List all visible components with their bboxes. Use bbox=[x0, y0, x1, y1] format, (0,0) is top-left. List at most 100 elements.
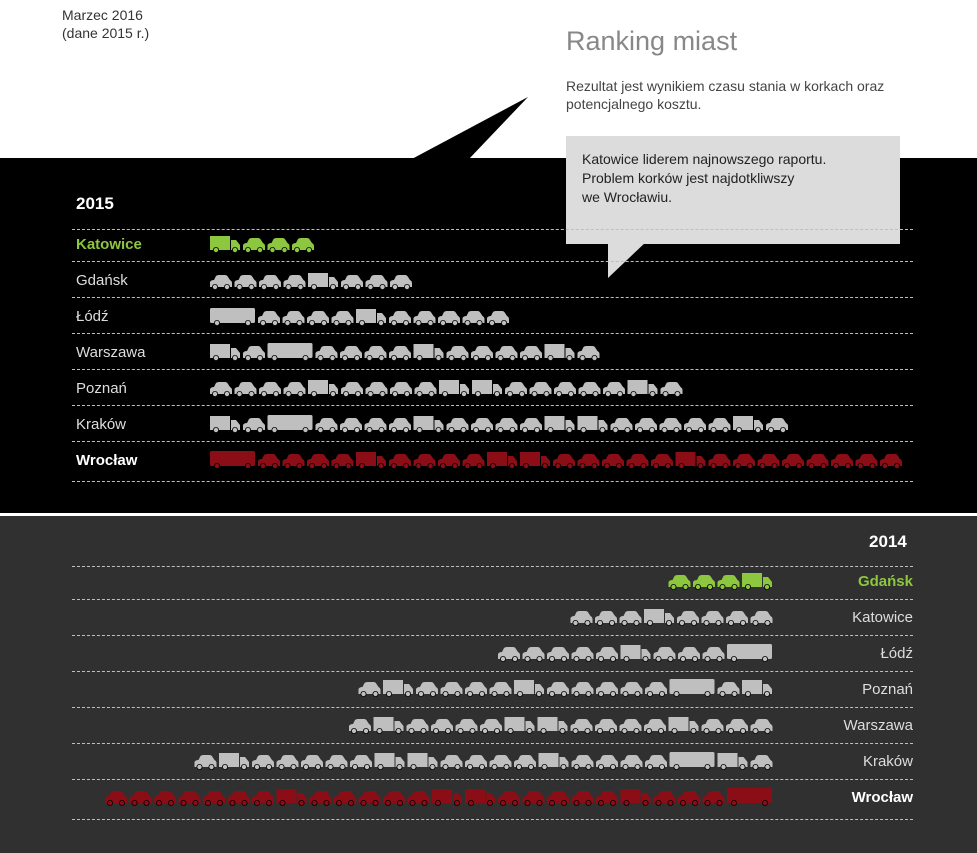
vehicle-icon-2014-5-17 bbox=[645, 755, 667, 771]
vehicle-icon-2014-2-5 bbox=[620, 645, 651, 663]
vehicle-icon-2015-2-0 bbox=[210, 308, 255, 326]
vehicle-icon-2015-6-21 bbox=[782, 454, 804, 469]
vehicle-icon-2015-4-9 bbox=[439, 380, 469, 397]
vehicle-icon-2014-1-6 bbox=[726, 611, 748, 627]
vehicle-icon-2014-1-7 bbox=[750, 611, 773, 627]
vehicle-icon-2015-4-6 bbox=[365, 382, 388, 397]
vehicle-icon-2015-5-11 bbox=[520, 418, 542, 433]
year-label-2015: 2015 bbox=[76, 194, 114, 213]
vehicle-icon-2015-6-13 bbox=[577, 454, 600, 469]
vehicle-icon-2014-2-8 bbox=[702, 647, 725, 663]
vehicle-icon-2015-5-4 bbox=[340, 418, 362, 433]
vehicle-icon-2014-6-12 bbox=[407, 791, 430, 807]
vehicle-icon-2015-2-9 bbox=[462, 311, 485, 326]
vehicle-icon-2014-3-13 bbox=[717, 682, 740, 698]
vehicle-icon-2014-3-10 bbox=[620, 682, 643, 698]
vehicle-icon-2014-6-23 bbox=[702, 791, 725, 807]
vehicle-icon-2015-6-17 bbox=[675, 452, 706, 469]
vehicle-icon-2014-4-10 bbox=[619, 719, 642, 735]
vehicle-icon-2015-5-13 bbox=[577, 416, 608, 433]
vehicle-icon-2015-5-5 bbox=[364, 418, 387, 433]
divider bbox=[72, 779, 913, 780]
divider bbox=[72, 333, 913, 334]
divider bbox=[72, 743, 913, 744]
city-label-2015-lodz: Łódź bbox=[76, 308, 109, 325]
vehicle-icon-2015-3-2 bbox=[267, 343, 313, 361]
vehicle-icon-2014-5-9 bbox=[440, 755, 463, 771]
vehicle-icon-2015-3-0 bbox=[210, 344, 240, 361]
vehicle-icon-2015-2-1 bbox=[258, 311, 280, 326]
vehicle-icon-2015-4-14 bbox=[578, 382, 601, 397]
vehicle-icon-2015-3-12 bbox=[544, 344, 575, 361]
vehicle-icon-2014-6-0 bbox=[105, 791, 127, 807]
chart-title: Ranking miast bbox=[566, 26, 738, 56]
vehicle-icon-2014-4-6 bbox=[504, 717, 535, 735]
vehicle-icon-2015-6-19 bbox=[733, 454, 755, 469]
vehicle-icon-2014-6-13 bbox=[432, 789, 462, 807]
vehicle-icon-2014-1-3 bbox=[644, 609, 674, 627]
vehicle-icon-2014-4-1 bbox=[373, 717, 404, 735]
vehicle-icon-2015-4-11 bbox=[505, 382, 527, 397]
vehicle-icon-2015-6-0 bbox=[210, 451, 255, 469]
vehicle-icon-2015-3-1 bbox=[243, 346, 265, 361]
vehicle-icon-2015-2-2 bbox=[282, 311, 305, 326]
vehicle-icon-2015-3-13 bbox=[577, 346, 600, 361]
vehicle-icon-2014-1-4 bbox=[677, 611, 699, 627]
vehicle-icon-2015-2-4 bbox=[331, 311, 354, 326]
vehicle-icon-2015-6-24 bbox=[855, 454, 878, 469]
vehicle-icon-2014-6-14 bbox=[465, 789, 495, 807]
vehicle-icon-2014-6-24 bbox=[727, 788, 772, 807]
vehicle-icon-2014-6-20 bbox=[620, 789, 651, 807]
vehicle-icon-2015-2-5 bbox=[356, 309, 386, 326]
vehicle-icon-2014-2-4 bbox=[596, 647, 618, 663]
vehicle-icon-2014-5-13 bbox=[538, 753, 569, 771]
vehicle-icon-2014-4-0 bbox=[349, 719, 371, 735]
vehicle-icon-2014-6-22 bbox=[678, 791, 700, 807]
vehicle-icon-2014-4-11 bbox=[644, 719, 666, 735]
vehicle-icon-2015-4-4 bbox=[308, 380, 338, 397]
vehicle-icon-2015-3-10 bbox=[495, 346, 518, 361]
vehicle-icon-2015-3-11 bbox=[520, 346, 542, 361]
vehicle-icon-2014-6-4 bbox=[203, 791, 225, 807]
vehicle-icon-2015-5-7 bbox=[413, 416, 444, 433]
vehicle-icon-2015-0-0 bbox=[210, 236, 240, 253]
vehicle-icon-2014-4-7 bbox=[537, 717, 568, 735]
vehicle-icon-2014-6-7 bbox=[276, 789, 307, 807]
vehicle-icon-2015-5-3 bbox=[315, 418, 338, 433]
divider bbox=[72, 635, 913, 636]
vehicle-icon-2014-5-10 bbox=[465, 755, 487, 771]
vehicle-icon-2015-1-2 bbox=[259, 275, 281, 290]
callout-box bbox=[566, 136, 900, 244]
vehicle-icon-2014-3-5 bbox=[489, 682, 512, 698]
vehicle-icon-2015-4-3 bbox=[283, 382, 306, 397]
report-date: Marzec 2016 bbox=[62, 7, 143, 23]
vehicle-icon-2014-3-4 bbox=[465, 682, 487, 698]
city-label-2014-wroclaw: Wrocław bbox=[851, 789, 913, 806]
callout-line-2: Problem korków jest najdotkliwszy bbox=[582, 170, 795, 186]
vehicle-icon-2015-1-0 bbox=[210, 275, 232, 290]
chart-subtitle: Rezultat jest wynikiem czasu stania w ko… bbox=[566, 78, 885, 112]
vehicle-icon-2015-6-23 bbox=[831, 454, 853, 469]
vehicle-icon-2015-6-10 bbox=[487, 452, 517, 469]
vehicle-icon-2014-4-8 bbox=[570, 719, 593, 735]
divider bbox=[72, 441, 913, 442]
vehicle-icon-2014-6-9 bbox=[334, 791, 356, 807]
vehicle-icon-2014-0-2 bbox=[717, 575, 740, 591]
vehicle-icon-2015-2-10 bbox=[487, 311, 509, 326]
vehicle-icon-2014-3-3 bbox=[440, 682, 463, 698]
vehicle-icon-2015-1-3 bbox=[283, 275, 306, 290]
vehicle-icon-2015-4-1 bbox=[234, 382, 257, 397]
report-meta: Marzec 2016 (dane 2015 r.) bbox=[62, 6, 149, 42]
vehicle-icon-2015-2-6 bbox=[389, 311, 411, 326]
city-label-2015-warszawa: Warszawa bbox=[76, 344, 146, 361]
vehicle-icon-2014-2-2 bbox=[547, 647, 569, 663]
callout-pointer bbox=[608, 240, 648, 278]
vehicle-icon-2014-5-15 bbox=[596, 755, 618, 771]
vehicle-icon-2015-6-8 bbox=[438, 454, 460, 469]
vehicle-icon-2014-6-1 bbox=[129, 791, 152, 807]
vehicle-icon-2015-6-15 bbox=[626, 454, 649, 469]
vehicle-icon-2014-6-3 bbox=[178, 791, 201, 807]
vehicle-icon-2015-3-4 bbox=[340, 346, 362, 361]
vehicle-icon-2015-5-9 bbox=[471, 418, 493, 433]
divider bbox=[72, 229, 913, 230]
